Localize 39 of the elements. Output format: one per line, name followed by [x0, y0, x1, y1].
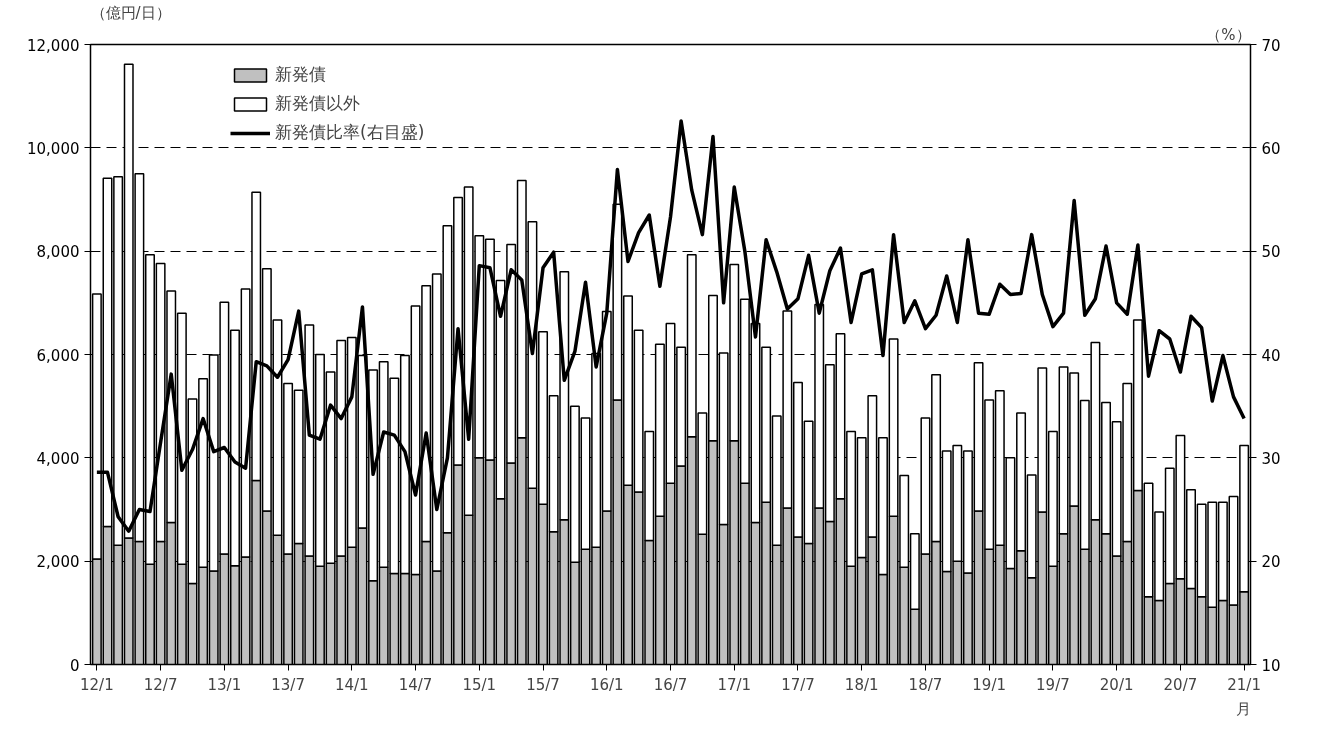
x-tick-label: 14/1	[334, 675, 369, 694]
y-axis-title: （億円/日）	[90, 3, 171, 22]
y2-tick-label: 40	[1261, 346, 1281, 365]
x-tick-label: 20/7	[1163, 675, 1198, 694]
y-tick-label: 8,000	[36, 243, 80, 262]
y-tick-label: 10,000	[27, 139, 80, 158]
x-tick-label: 19/7	[1036, 675, 1070, 694]
x-tick-label: 17/7	[781, 675, 815, 694]
y2-tick-label: 70	[1261, 36, 1281, 55]
x-tick-label: 16/7	[653, 675, 688, 694]
x-tick-label: 19/1	[972, 675, 1007, 694]
x-tick-label: 15/7	[526, 675, 560, 694]
x-tick-label: 21/1	[1227, 675, 1261, 694]
x-axis-title: 月	[1235, 699, 1251, 718]
y-tick-label: 12,000	[27, 36, 80, 55]
y2-tick-label: 10	[1261, 656, 1281, 675]
x-tick-label: 18/1	[844, 675, 879, 694]
legend-label: 新発債以外	[275, 92, 360, 115]
x-tick-label: 16/1	[589, 675, 624, 694]
x-tick-label: 14/7	[398, 675, 433, 694]
y2-tick-label: 60	[1261, 139, 1281, 158]
y2-tick-label: 30	[1261, 449, 1281, 468]
y-tick-label: 0	[69, 656, 80, 675]
x-tick-label: 15/1	[462, 675, 497, 694]
x-tick-label: 18/7	[908, 675, 943, 694]
y-tick-label: 6,000	[36, 346, 80, 365]
legend-label: 新発債	[275, 63, 326, 86]
x-tick-label: 13/7	[271, 675, 305, 694]
legend-label: 新発債比率(右目盛)	[275, 121, 425, 144]
x-tick-label: 20/1	[1099, 675, 1134, 694]
y-tick-label: 2,000	[36, 553, 80, 572]
x-tick-label: 17/1	[717, 675, 752, 694]
x-tick-label: 13/1	[207, 675, 242, 694]
x-tick-label: 12/7	[143, 675, 178, 694]
y2-axis-title: （%）	[1206, 25, 1251, 44]
y2-tick-label: 20	[1261, 553, 1281, 572]
y-tick-label: 4,000	[36, 449, 80, 468]
y2-tick-label: 50	[1261, 243, 1281, 262]
x-tick-label: 12/1	[80, 675, 114, 694]
